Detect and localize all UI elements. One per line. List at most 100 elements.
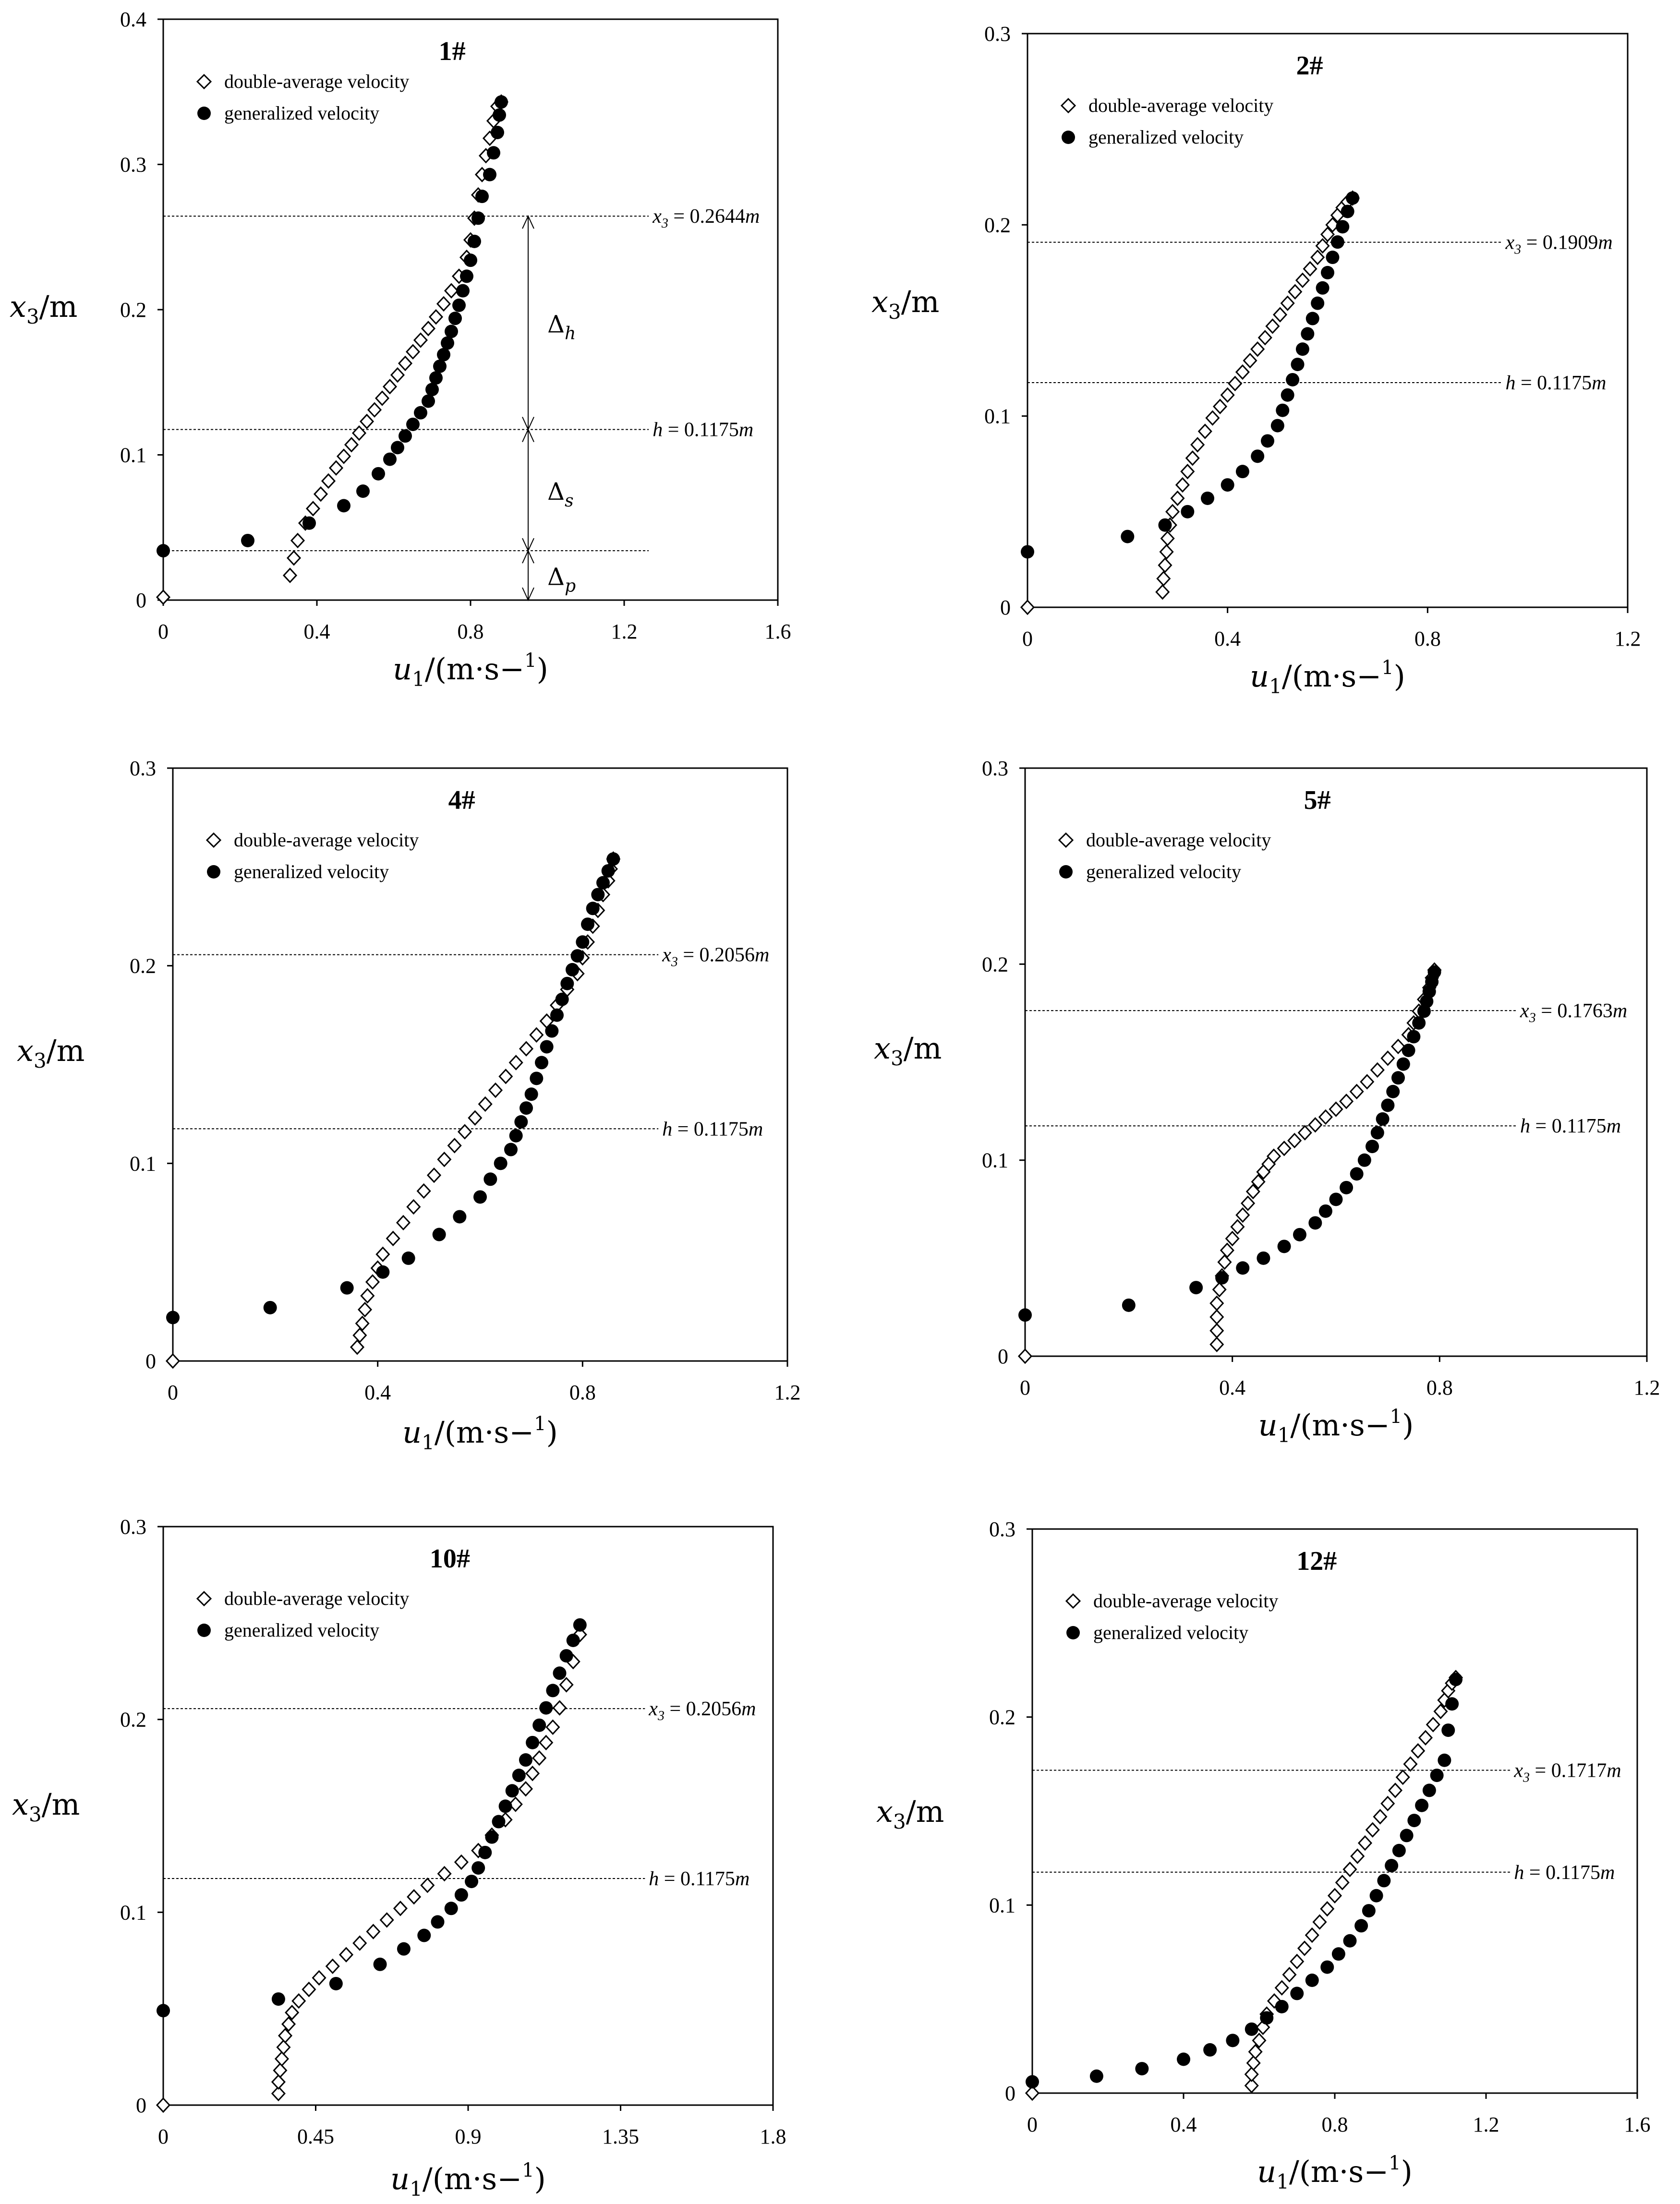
point-double-average: [1325, 217, 1340, 233]
point-generalized: [546, 1684, 560, 1698]
point-generalized: [1321, 265, 1334, 279]
point-double-average: [519, 1041, 534, 1057]
point-generalized: [1377, 1874, 1391, 1888]
point-generalized: [504, 1143, 518, 1156]
point-generalized: [460, 269, 473, 283]
legend-label: double-average velocity: [1093, 1590, 1278, 1612]
point-double-average: [1212, 1281, 1227, 1298]
point-double-average: [390, 367, 405, 383]
arrow-head: [522, 417, 534, 431]
point-double-average: [518, 1781, 533, 1797]
point-generalized: [263, 1301, 277, 1314]
point-generalized: [1381, 1098, 1395, 1112]
panel-1: 0 0.4 0.8 1.2 1.6 0 0.1 0.2 0.3 0.4 u1/(m·s−1) x3/m…: [10, 8, 791, 691]
point-double-average: [1220, 387, 1235, 403]
point-double-average: [572, 1626, 587, 1643]
point-generalized: [1336, 220, 1350, 234]
point-double-average: [498, 1068, 513, 1084]
point-double-average: [156, 2097, 171, 2113]
legend-label: double-average velocity: [1086, 829, 1271, 851]
point-generalized: [437, 348, 450, 361]
point-double-average: [1395, 1769, 1410, 1785]
point-generalized: [576, 935, 590, 949]
panel-4: 0 0.4 0.8 1.2 0 0.1 0.2 0.3 u1/(m·s−1) x3/m 4# x3 =…: [17, 757, 801, 1454]
point-double-average: [428, 309, 444, 325]
legend-label: generalized velocity: [1088, 126, 1244, 148]
point-double-average: [276, 2039, 291, 2055]
point-double-average: [1380, 1050, 1395, 1066]
y-tick-label: 0.3: [984, 22, 1011, 46]
y-tick-label: 0.1: [989, 1893, 1015, 1917]
point-generalized: [1326, 251, 1340, 265]
panel-title: 1#: [439, 36, 466, 66]
panel-title: 5#: [1304, 785, 1331, 815]
point-generalized: [1441, 1723, 1455, 1737]
point-generalized: [1135, 2062, 1149, 2076]
point-generalized: [487, 146, 500, 160]
point-generalized: [473, 1190, 487, 1204]
point-generalized: [483, 1172, 497, 1186]
y-tick-label: 0.3: [130, 757, 156, 780]
x-tick-label: 0.4: [1219, 1376, 1245, 1399]
point-double-average: [1159, 544, 1174, 560]
point-double-average: [1266, 1148, 1281, 1164]
point-double-average: [406, 1199, 421, 1215]
legend-label: double-average velocity: [1088, 95, 1273, 116]
point-generalized: [1305, 1974, 1319, 1987]
point-generalized: [591, 888, 605, 902]
y-tick-label: 0.2: [982, 952, 1008, 976]
point-generalized: [559, 1649, 573, 1663]
point-double-average: [436, 296, 451, 312]
point-double-average: [1308, 1117, 1323, 1133]
point-generalized: [448, 312, 462, 325]
legend-marker-diamond: [1058, 832, 1074, 848]
x-tick-label: 0.8: [1322, 2113, 1348, 2136]
point-generalized: [1366, 1140, 1379, 1154]
point-generalized: [1402, 1044, 1415, 1057]
point-generalized: [1343, 1934, 1357, 1948]
y-tick-label: 0: [998, 1345, 1008, 1368]
point-generalized: [1122, 1298, 1136, 1312]
point-generalized: [157, 544, 170, 558]
point-generalized: [1308, 1216, 1322, 1230]
point-generalized: [1330, 235, 1344, 249]
point-double-average: [1342, 1861, 1357, 1878]
point-generalized: [606, 852, 620, 866]
x-tick-label: 1.6: [1624, 2113, 1651, 2136]
point-generalized: [532, 1718, 546, 1732]
point-generalized: [302, 516, 316, 530]
point-generalized: [422, 394, 435, 408]
point-double-average: [508, 1796, 523, 1812]
x-tick-label: 0.8: [1414, 627, 1441, 650]
point-double-average: [271, 2074, 286, 2090]
point-generalized: [1221, 478, 1234, 492]
point-double-average: [1350, 1848, 1365, 1864]
point-double-average: [281, 2016, 296, 2032]
panel-title: 2#: [1296, 51, 1323, 81]
point-double-average: [421, 321, 436, 337]
point-generalized: [1121, 530, 1135, 543]
point-generalized: [1291, 358, 1305, 372]
point-double-average: [1225, 1230, 1240, 1247]
point-generalized: [1362, 1904, 1376, 1918]
point-generalized: [1021, 545, 1034, 559]
point-generalized: [1318, 1204, 1332, 1218]
legend-marker-circle: [197, 1624, 211, 1637]
x-tick-label: 1.2: [1473, 2113, 1499, 2136]
point-double-average: [559, 1677, 574, 1693]
point-generalized: [376, 1265, 390, 1279]
point-generalized: [475, 190, 489, 204]
point-generalized: [494, 1156, 508, 1170]
point-double-average: [1020, 599, 1035, 615]
point-double-average: [359, 413, 375, 430]
point-double-average: [552, 1700, 567, 1716]
x-tick-label: 0: [158, 620, 169, 643]
point-generalized: [553, 1666, 567, 1680]
delta-label: Δs: [547, 478, 574, 511]
x-tick-label: 1.2: [1615, 627, 1641, 650]
x-axis-title: u1/(m·s−1): [390, 2159, 546, 2201]
point-double-average: [1160, 530, 1175, 546]
point-double-average: [1433, 1703, 1448, 1720]
x-tick-label: 0.4: [364, 1381, 391, 1404]
